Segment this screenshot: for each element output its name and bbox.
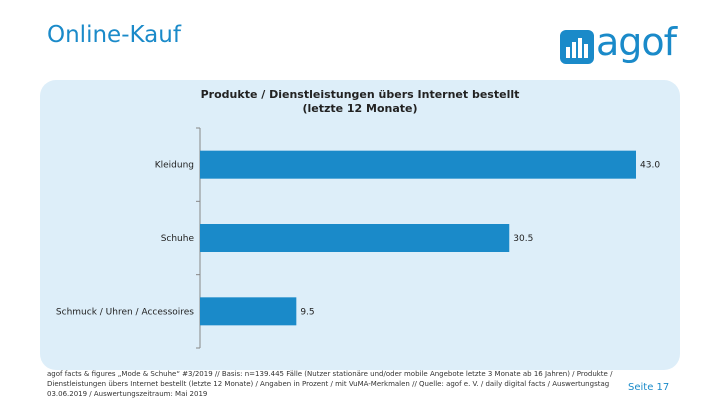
page-title: Online-Kauf bbox=[47, 22, 181, 48]
logo-wordmark: agof bbox=[596, 20, 677, 64]
chart-title: Produkte / Dienstleistungen übers Intern… bbox=[200, 88, 520, 115]
data-label: 30.5 bbox=[513, 234, 533, 244]
data-label: 9.5 bbox=[300, 307, 314, 317]
category-label: Kleidung bbox=[155, 161, 194, 171]
bar-0 bbox=[200, 150, 636, 179]
footnote: agof facts & figures „Mode & Schuhe“ #3/… bbox=[47, 370, 613, 398]
agof-logo: agof bbox=[560, 20, 678, 68]
data-label: 43.0 bbox=[640, 161, 660, 171]
bar-2 bbox=[200, 297, 297, 326]
bar-chart-logo-icon bbox=[560, 30, 594, 64]
page-number: Seite 17 bbox=[628, 382, 670, 393]
bar-1 bbox=[200, 224, 510, 252]
category-label: Schmuck / Uhren / Accessoires bbox=[56, 307, 194, 317]
category-label: Schuhe bbox=[161, 234, 195, 244]
